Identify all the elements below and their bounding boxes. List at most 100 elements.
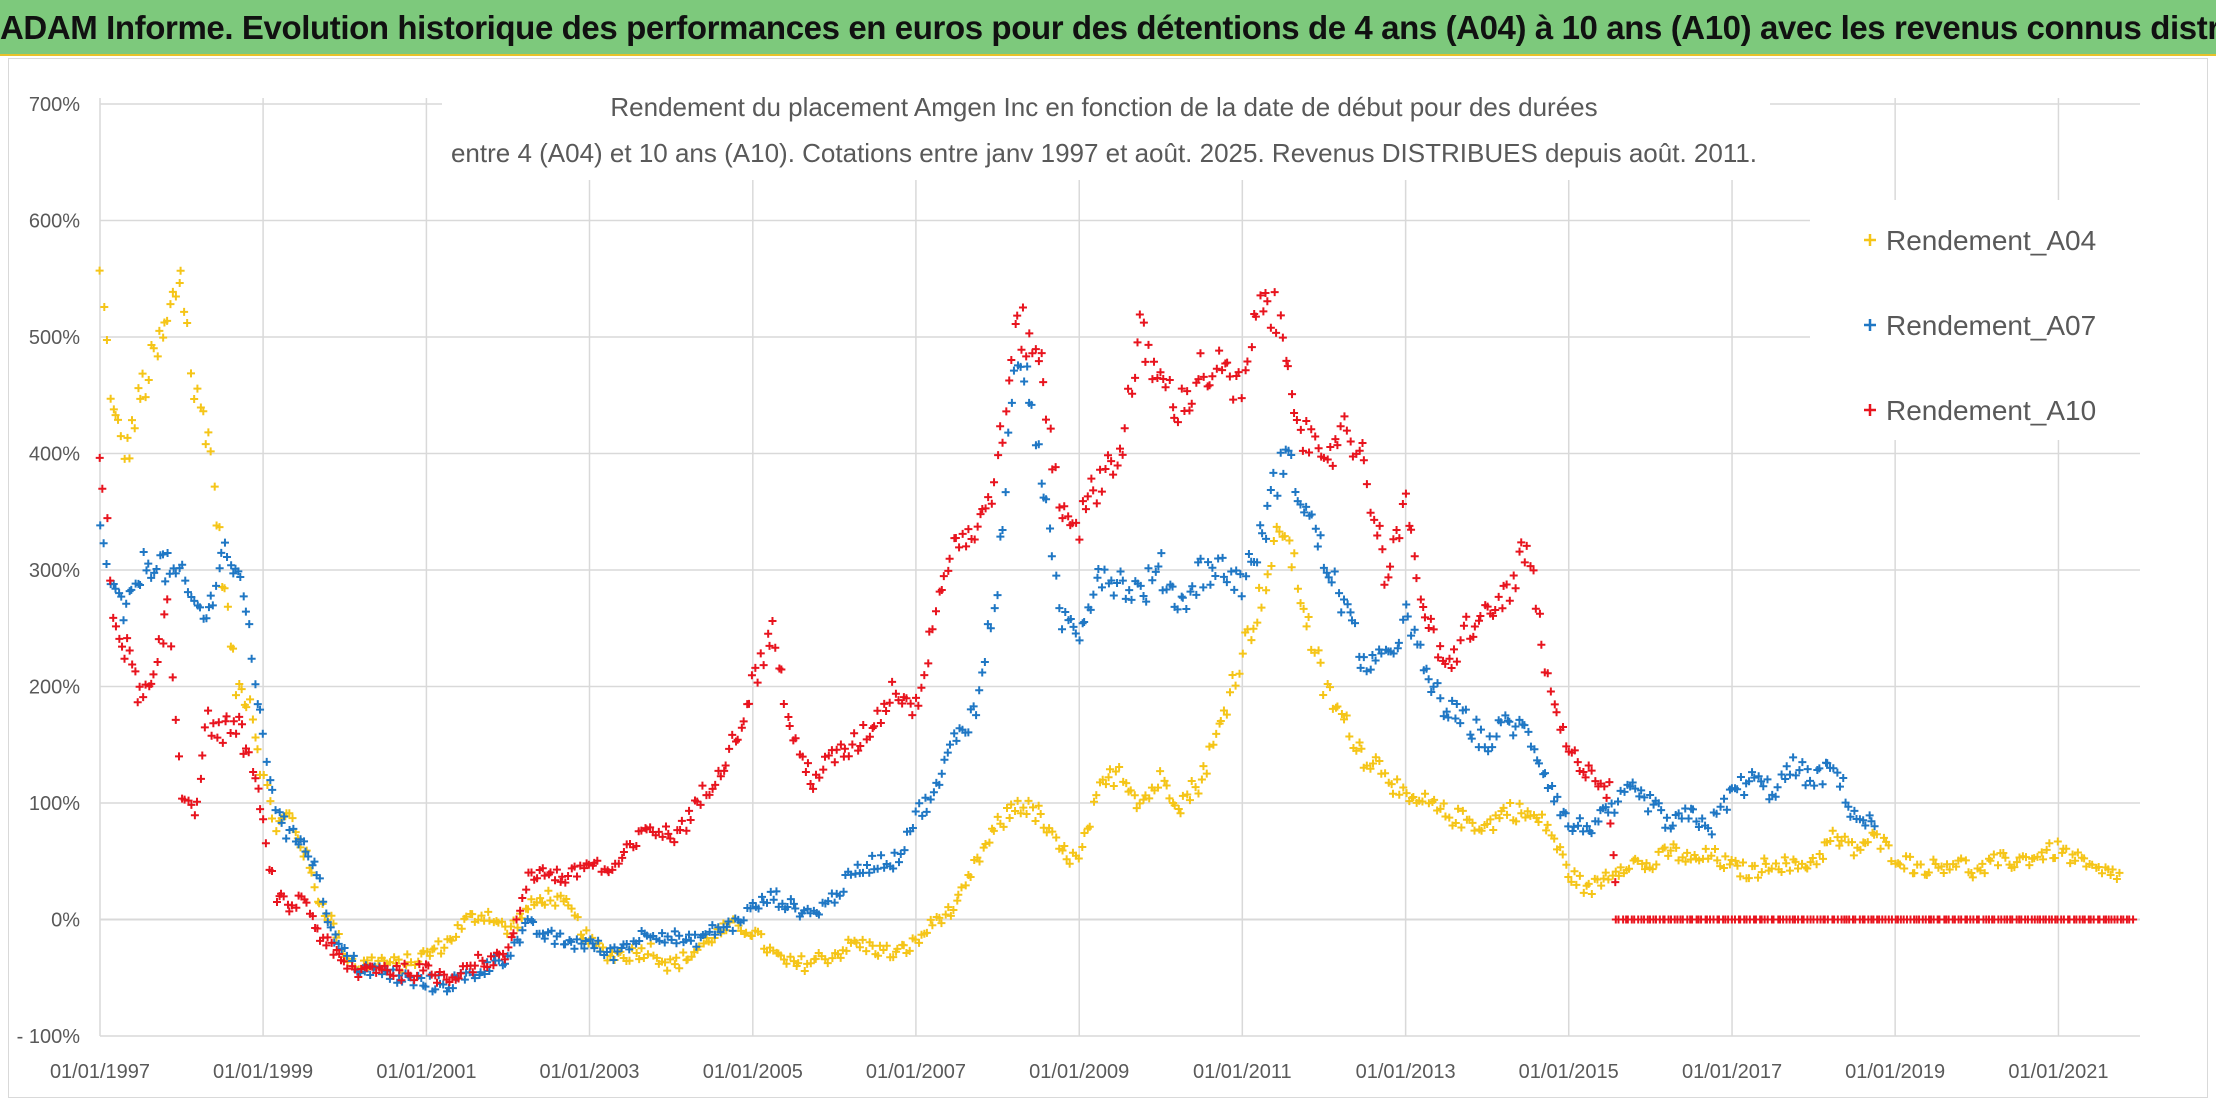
point-rendement-a10 xyxy=(1261,288,1270,297)
point-rendement-a04 xyxy=(1701,844,1710,853)
point-rendement-a04 xyxy=(1029,803,1038,812)
point-rendement-a04 xyxy=(1191,783,1200,792)
point-rendement-a07 xyxy=(1007,398,1016,407)
point-rendement-a10 xyxy=(1141,357,1150,366)
y-tick-label: 400% xyxy=(29,444,80,466)
point-rendement-a07 xyxy=(1327,578,1336,587)
point-rendement-a10 xyxy=(1046,424,1055,433)
point-rendement-a10 xyxy=(1429,625,1438,634)
point-rendement-a10 xyxy=(898,699,907,708)
point-rendement-a07 xyxy=(701,930,710,939)
point-rendement-a04 xyxy=(1272,522,1281,531)
point-rendement-a07 xyxy=(1316,531,1325,540)
point-rendement-a07 xyxy=(1086,605,1095,614)
point-rendement-a10 xyxy=(1118,450,1127,459)
y-tick-label: 600% xyxy=(29,211,80,233)
point-rendement-a10 xyxy=(1355,446,1364,455)
point-rendement-a10 xyxy=(1089,486,1098,495)
point-rendement-a04 xyxy=(1731,856,1740,865)
point-rendement-a10 xyxy=(777,665,786,674)
point-rendement-a10 xyxy=(445,977,454,986)
point-rendement-a10 xyxy=(1013,311,1022,320)
point-rendement-a07 xyxy=(1594,817,1603,826)
point-rendement-a07 xyxy=(300,837,309,846)
point-rendement-a10 xyxy=(1272,328,1281,337)
point-rendement-a04 xyxy=(1967,869,1976,878)
point-rendement-a04 xyxy=(573,913,582,922)
x-tick-label: 01/01/2019 xyxy=(1845,1061,1945,1083)
point-rendement-a04 xyxy=(106,394,115,403)
point-rendement-a04 xyxy=(842,946,851,955)
point-rendement-a07 xyxy=(567,937,576,946)
point-rendement-a10 xyxy=(273,898,282,907)
point-rendement-a10 xyxy=(564,871,573,880)
point-rendement-a10 xyxy=(343,964,352,973)
point-rendement-a10 xyxy=(981,504,990,513)
point-rendement-a07 xyxy=(1530,745,1539,754)
point-rendement-a07 xyxy=(1704,824,1713,833)
point-rendement-a04 xyxy=(1366,764,1375,773)
point-rendement-a07 xyxy=(1066,614,1075,623)
point-rendement-a04 xyxy=(1178,791,1187,800)
point-rendement-a07 xyxy=(1109,591,1118,600)
point-rendement-a07 xyxy=(1844,802,1853,811)
point-rendement-a10 xyxy=(383,966,392,975)
point-rendement-a04 xyxy=(114,415,123,424)
point-rendement-a07 xyxy=(1759,782,1768,791)
point-rendement-a07 xyxy=(1677,814,1686,823)
point-rendement-a10 xyxy=(764,629,773,638)
point-rendement-a10 xyxy=(944,566,953,575)
point-rendement-a07 xyxy=(609,955,618,964)
point-rendement-a04 xyxy=(1543,820,1552,829)
point-rendement-a04 xyxy=(828,954,837,963)
point-rendement-a04 xyxy=(762,948,771,957)
point-rendement-a07 xyxy=(824,897,833,906)
point-rendement-a04 xyxy=(447,936,456,945)
point-rendement-a10 xyxy=(1319,453,1328,462)
point-rendement-a07 xyxy=(1047,552,1056,561)
point-rendement-a10 xyxy=(561,878,570,887)
point-rendement-a07 xyxy=(1839,774,1848,783)
point-rendement-a07 xyxy=(1657,806,1666,815)
point-rendement-a04 xyxy=(1757,868,1766,877)
point-rendement-a04 xyxy=(2088,860,2097,869)
point-rendement-a04 xyxy=(975,857,984,866)
point-rendement-a10 xyxy=(1401,489,1410,498)
point-rendement-a07 xyxy=(556,929,565,938)
point-rendement-a04 xyxy=(944,903,953,912)
point-rendement-a04 xyxy=(1011,807,1020,816)
point-rendement-a07 xyxy=(739,916,748,925)
point-rendement-a10 xyxy=(1266,323,1275,332)
point-rendement-a04 xyxy=(1849,851,1858,860)
point-rendement-a10 xyxy=(1505,596,1514,605)
point-rendement-a10 xyxy=(538,864,547,873)
point-rendement-a07 xyxy=(1771,792,1780,801)
point-rendement-a10 xyxy=(154,635,163,644)
point-rendement-a04 xyxy=(1194,789,1203,798)
point-rendement-a10 xyxy=(516,906,525,915)
point-rendement-a07 xyxy=(1534,759,1543,768)
point-rendement-a04 xyxy=(453,921,462,930)
point-rendement-a10 xyxy=(302,898,311,907)
point-rendement-a04 xyxy=(2058,848,2067,857)
point-rendement-a07 xyxy=(134,579,143,588)
point-rendement-a04 xyxy=(109,405,118,414)
point-rendement-a10 xyxy=(1083,492,1092,501)
point-rendement-a07 xyxy=(1182,604,1191,613)
point-rendement-a04 xyxy=(670,960,679,969)
point-rendement-a04 xyxy=(567,904,576,913)
report-title: ADAM Informe. Evolution historique des p… xyxy=(0,9,2216,46)
point-rendement-a04 xyxy=(1145,794,1154,803)
point-rendement-a04 xyxy=(193,384,202,393)
point-rendement-a10 xyxy=(870,722,879,731)
point-rendement-a07 xyxy=(1646,791,1655,800)
point-rendement-a04 xyxy=(598,943,607,952)
point-rendement-a10 xyxy=(259,815,268,824)
point-rendement-a04 xyxy=(1421,789,1430,798)
point-rendement-a07 xyxy=(334,939,343,948)
point-rendement-a10 xyxy=(1535,609,1544,618)
point-rendement-a07 xyxy=(728,926,737,935)
point-rendement-a10 xyxy=(1234,368,1243,377)
point-rendement-a04 xyxy=(879,946,888,955)
point-rendement-a04 xyxy=(1506,798,1515,807)
